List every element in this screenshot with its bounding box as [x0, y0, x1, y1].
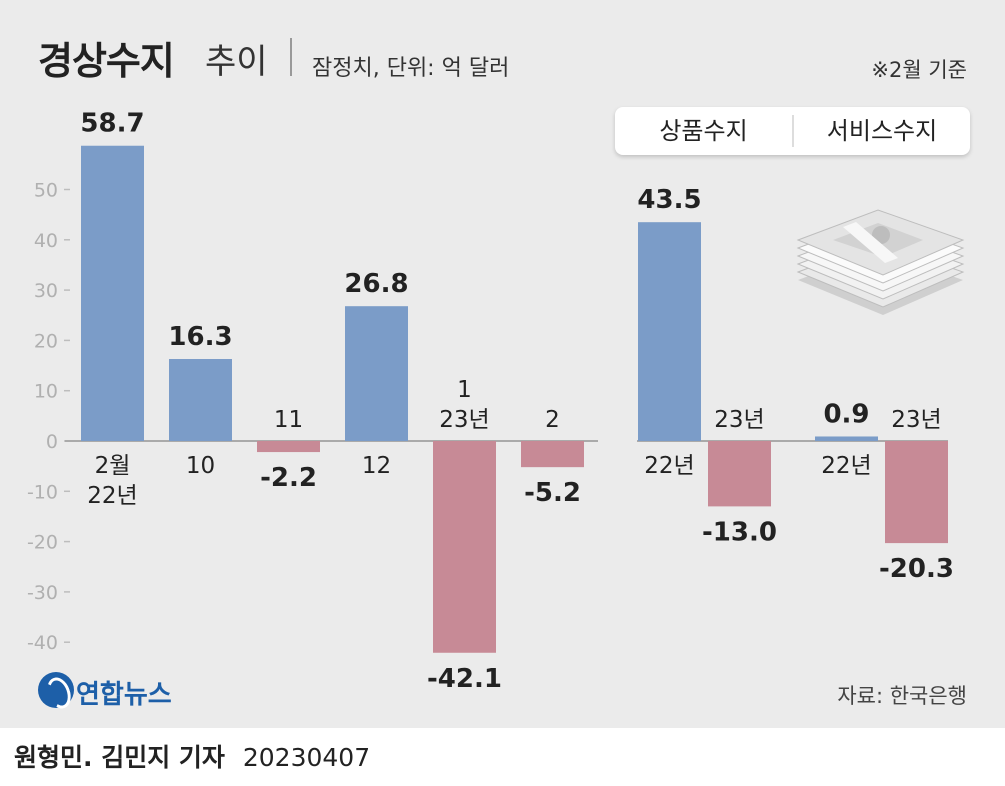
- value-label: 0.9: [823, 399, 869, 429]
- value-label: -2.2: [260, 463, 317, 493]
- units-note: 잠정치, 단위: 억 달러: [312, 56, 510, 81]
- basis-note: ※2월 기준: [871, 58, 967, 82]
- bar-current-account: [433, 441, 496, 653]
- credit-date: 20230407: [242, 743, 371, 772]
- y-tick-label: 40: [34, 230, 58, 252]
- credit-name: 원형민. 김민지 기자: [14, 743, 225, 772]
- yonhap-logo-text: 연합뉴스: [76, 680, 172, 710]
- y-tick-label: -40: [27, 632, 58, 654]
- y-tick-label: 50: [34, 180, 58, 202]
- yonhap-logo-mark-icon: [38, 672, 75, 712]
- category-label: 2월 22년: [87, 453, 137, 509]
- category-label: 22년: [644, 453, 694, 479]
- category-label: 23년: [714, 407, 764, 433]
- source-note: 자료: 한국은행: [837, 684, 967, 708]
- cash-stack-icon: [796, 209, 965, 315]
- y-tick-label: -30: [27, 582, 58, 604]
- y-tick-label: 20: [34, 330, 58, 352]
- y-tick-label: 10: [34, 381, 58, 403]
- category-label: 2: [545, 407, 560, 433]
- legend-goods[interactable]: 상품수지: [659, 117, 748, 145]
- legend-separator: [792, 115, 794, 147]
- value-label: 43.5: [637, 185, 701, 215]
- category-label: 1 23년: [439, 377, 489, 433]
- bar-current-account: [521, 441, 584, 468]
- bar-goods: [638, 222, 701, 441]
- category-label: 10: [186, 453, 215, 479]
- value-label: 26.8: [344, 269, 408, 299]
- value-label: -42.1: [427, 664, 502, 694]
- value-label: 58.7: [80, 109, 144, 139]
- category-label: 12: [362, 453, 391, 479]
- legend-toggle: 상품수지 서비스수지: [615, 107, 970, 155]
- bar-services: [815, 436, 878, 441]
- legend-services[interactable]: 서비스수지: [826, 117, 938, 145]
- y-tick-label: 30: [34, 280, 58, 302]
- value-label: -13.0: [702, 517, 777, 547]
- bar-current-account: [257, 441, 320, 453]
- chart-svg: 50 40 30 20 10 0 -10 -20 -30 -40 58.7 2월 22년 16.3 10 -2…: [27, 109, 965, 694]
- category-label: 11: [274, 407, 303, 433]
- value-label: -5.2: [524, 478, 581, 508]
- category-label: 22년: [821, 453, 871, 479]
- y-tick-label: -20: [27, 532, 58, 554]
- chart-title-suffix: 추이: [205, 42, 268, 82]
- title-divider: [290, 38, 292, 76]
- chart-title: 경상수지: [38, 39, 175, 83]
- value-label: -20.3: [879, 554, 954, 584]
- bar-goods: [708, 441, 771, 507]
- bar-current-account: [169, 359, 232, 441]
- yonhap-logo: 연합뉴스: [38, 672, 188, 712]
- bar-services: [885, 441, 948, 544]
- y-tick-label: -10: [27, 481, 58, 503]
- value-label: 16.3: [168, 322, 232, 352]
- bar-current-account: [81, 145, 144, 441]
- y-tick-label: 0: [46, 431, 58, 453]
- credit-line: 원형민. 김민지 기자 20230407: [14, 738, 370, 774]
- bar-current-account: [345, 306, 408, 441]
- category-label: 23년: [891, 407, 941, 433]
